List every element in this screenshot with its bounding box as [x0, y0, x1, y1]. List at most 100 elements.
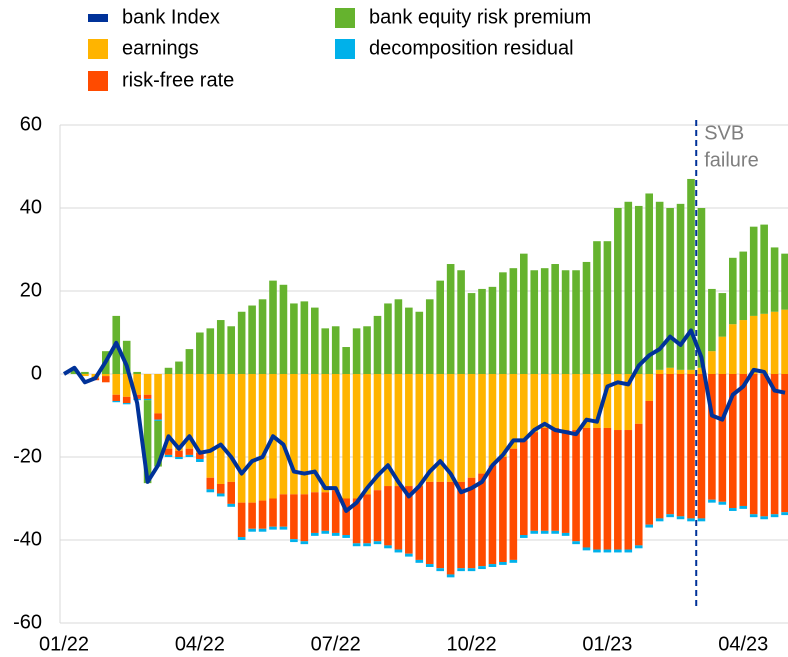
bar: [258, 299, 267, 374]
bar: [697, 208, 706, 368]
bar: [269, 526, 277, 530]
bar: [384, 374, 392, 487]
bar: [175, 361, 183, 374]
bar: [718, 336, 727, 374]
bar: [540, 427, 549, 531]
bar: [269, 280, 277, 374]
bar: [122, 396, 131, 404]
bar: [436, 481, 444, 569]
bar: [551, 427, 559, 531]
bar: [708, 351, 716, 374]
bar: [687, 178, 695, 370]
bar: [603, 427, 612, 550]
bar: [697, 367, 706, 374]
bar: [770, 247, 779, 312]
bar: [363, 494, 371, 544]
bar: [697, 374, 706, 519]
bar: [300, 374, 309, 495]
bar: [248, 502, 256, 529]
bar: [206, 477, 215, 490]
bar: [102, 374, 110, 377]
bar: [425, 564, 434, 567]
bar: [196, 332, 204, 374]
bar: [509, 448, 518, 560]
bar: [405, 307, 413, 374]
bar: [478, 473, 486, 567]
bar: [321, 492, 330, 531]
bar: [467, 568, 476, 572]
y-tick-label: -20: [13, 445, 42, 467]
bar: [739, 374, 748, 506]
bar: [687, 518, 695, 522]
bar: [770, 311, 779, 374]
bar: [572, 541, 580, 545]
bar: [634, 423, 643, 546]
bar: [446, 374, 455, 482]
bar: [614, 374, 622, 431]
bar: [196, 459, 204, 462]
bar: [258, 374, 267, 501]
bar: [164, 374, 173, 449]
bar: [70, 369, 79, 374]
y-tick-label: 0: [31, 362, 42, 384]
x-tick-label: 01/22: [39, 633, 89, 655]
bar: [300, 541, 309, 545]
bar: [321, 530, 330, 534]
bar: [781, 374, 788, 513]
bar: [457, 374, 465, 482]
bar: [154, 419, 162, 421]
bar: [122, 374, 131, 397]
bar: [143, 374, 152, 395]
bar: [154, 413, 162, 420]
bar: [164, 367, 173, 374]
legend-label: decomposition residual: [369, 37, 574, 59]
bar: [499, 457, 507, 562]
bar: [655, 518, 664, 522]
bar: [457, 270, 465, 374]
bar: [311, 374, 319, 493]
bar: [352, 498, 361, 544]
bar: [384, 486, 392, 546]
bar: [488, 465, 497, 565]
bar: [342, 498, 350, 536]
bar: [185, 454, 194, 457]
bar: [290, 374, 298, 495]
bar: [290, 494, 298, 540]
bar: [384, 545, 392, 549]
bar: [446, 264, 455, 374]
bar: [499, 374, 507, 457]
bar: [311, 532, 319, 536]
bar: [729, 374, 737, 509]
bar: [572, 270, 580, 374]
x-tick-label: 04/23: [718, 633, 768, 655]
bar: [729, 324, 737, 374]
bar: [175, 374, 183, 451]
bar: [520, 440, 528, 536]
bar: [133, 374, 141, 395]
bar: [237, 374, 246, 503]
bar: [582, 427, 591, 548]
bar: [697, 518, 706, 522]
bar: [760, 374, 768, 517]
bar: [164, 448, 173, 455]
bar: [206, 489, 215, 493]
bar: [300, 494, 309, 542]
bar: [290, 303, 298, 374]
bar: [551, 374, 559, 428]
bar: [384, 303, 392, 374]
bar: [175, 457, 183, 460]
bar: [666, 367, 674, 374]
bar: [227, 374, 235, 482]
bar: [237, 502, 246, 538]
bar: [415, 486, 424, 560]
bar: [499, 561, 507, 565]
bar: [655, 374, 664, 519]
bar: [227, 326, 235, 374]
bar: [467, 477, 476, 569]
bar: [488, 286, 497, 374]
bar: [634, 374, 643, 424]
bar: [405, 486, 413, 554]
bar: [676, 516, 685, 520]
bar: [520, 253, 528, 374]
bar: [216, 374, 225, 484]
